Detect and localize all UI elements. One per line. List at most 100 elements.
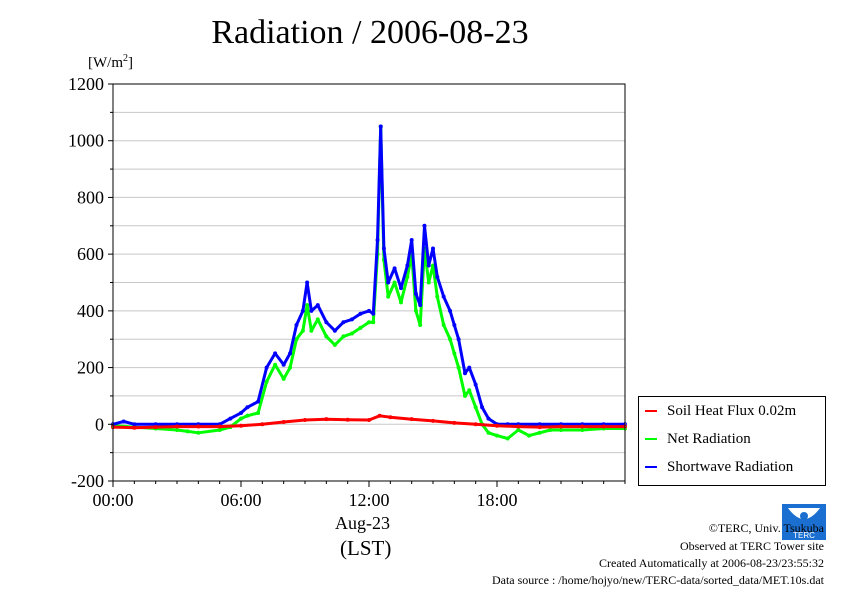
footer-observed: Observed at TERC Tower site [679,539,824,553]
y-axis-unit: [W/m2] [88,53,133,72]
y-tick-label: 600 [77,244,104,264]
data-point [388,415,393,420]
data-point [448,308,453,313]
data-point [300,308,305,313]
data-point [405,274,410,279]
data-point [413,308,418,313]
data-point [473,422,478,427]
data-point [548,427,553,432]
data-point [375,237,380,242]
data-point [153,425,158,430]
x-axis-ticks: 00:00 06:00 12:00 18:00 [92,481,626,510]
data-point [430,418,435,423]
legend-label-soil: Soil Heat Flux 0.02m [667,402,797,419]
x-tick-label: 06:00 [220,490,261,510]
data-point [494,433,499,438]
data-point [480,405,485,410]
y-axis-unit-text: [W/m [88,55,123,71]
data-point [381,246,386,251]
data-point [349,317,354,322]
data-point [456,365,461,370]
data-point [366,308,371,313]
data-point [305,303,310,308]
data-point [305,280,310,285]
data-point [324,334,329,339]
data-point [418,303,423,308]
data-point [260,422,265,427]
y-tick-label: 1000 [68,131,104,151]
data-point [315,317,320,322]
footer-created: Created Automatically at 2006-08-23/23:5… [599,556,824,570]
legend-item-soil: Soil Heat Flux 0.02m [645,401,796,421]
data-point [309,308,314,313]
data-point [467,388,472,393]
y-tick-label: 1200 [68,74,104,94]
data-point [441,323,446,328]
data-point [121,419,126,424]
footer-credit: ©TERC, Univ. Tsukuba [708,521,824,535]
legend-item-shortwave: Shortwave Radiation [645,457,793,477]
data-point [462,393,467,398]
data-point [494,423,499,428]
data-point [392,266,397,271]
terc-logo-icon: TERC [782,504,826,540]
data-point [409,237,414,242]
data-point [559,424,564,429]
data-point [371,311,376,316]
data-point [281,420,286,425]
data-point [580,424,585,429]
y-axis-unit-close: ] [128,55,133,71]
data-point [294,323,299,328]
y-tick-label: 400 [77,301,104,321]
data-point [238,423,243,428]
data-point [386,294,391,299]
legend-label-net: Net Radiation [667,430,751,447]
data-point [288,365,293,370]
x-tick-label: 00:00 [92,490,133,510]
data-point [273,351,278,356]
data-point [435,294,440,299]
data-point [392,280,397,285]
data-point [409,417,414,422]
data-point [256,399,261,404]
data-point [281,362,286,367]
data-point [452,351,457,356]
data-point [132,425,137,430]
data-point [256,410,261,415]
data-point [386,280,391,285]
data-point [486,430,491,435]
data-point [398,286,403,291]
data-point [217,424,222,429]
data-point [332,342,337,347]
data-point [264,365,269,370]
data-point [228,416,233,421]
y-tick-label: -200 [71,471,104,491]
series-lines [111,124,628,441]
data-point [398,300,403,305]
data-point [448,337,453,342]
data-point [332,328,337,333]
data-point [281,376,286,381]
data-point [288,351,293,356]
data-point [366,418,371,423]
data-point [462,371,467,376]
y-tick-label: 0 [95,414,104,434]
legend-label-shortwave: Shortwave Radiation [667,458,794,475]
data-point [377,413,382,418]
data-point [341,334,346,339]
data-point [366,320,371,325]
data-point [601,424,606,429]
series-line-shortwave-radiation [112,125,625,426]
data-point [441,294,446,299]
data-point [324,320,329,325]
data-point [324,417,329,422]
data-point [300,328,305,333]
data-point [196,430,201,435]
grid-lines [113,83,625,482]
data-point [245,413,250,418]
y-axis-unit-sup: 2 [123,53,128,64]
data-point [273,362,278,367]
data-point [358,311,363,316]
data-point [473,382,478,387]
